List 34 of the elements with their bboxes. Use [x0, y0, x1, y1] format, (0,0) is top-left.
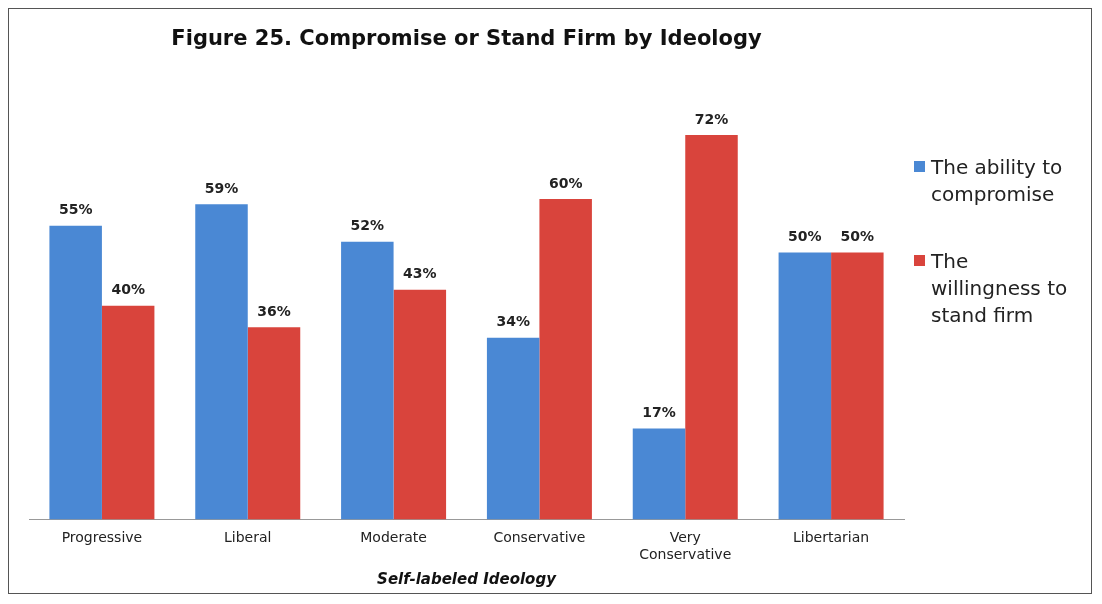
bar: [341, 241, 394, 520]
bar: [247, 327, 301, 520]
data-label: 60%: [548, 174, 583, 191]
data-label: 34%: [496, 313, 530, 330]
x-tick-label: Very Conservative: [639, 529, 732, 563]
x-tick-label: Libertarian: [793, 529, 870, 546]
bar: [393, 289, 447, 520]
x-tick-label: Moderate: [360, 529, 427, 546]
x-tick-label: Liberal: [224, 529, 272, 546]
chart-title: Figure 25. Compromise or Stand Firm by Ideology: [171, 26, 762, 51]
data-label: 50%: [840, 228, 875, 245]
legend-label: The ability to compromise: [931, 153, 1064, 208]
data-label: 43%: [403, 265, 437, 282]
bar: [685, 134, 738, 520]
bar: [778, 252, 832, 520]
x-tick-label: Progressive: [61, 529, 143, 546]
data-label: 36%: [257, 302, 291, 319]
data-label: 40%: [111, 281, 145, 298]
x-tick-label: Conservative: [493, 529, 586, 546]
data-label: 59%: [204, 179, 239, 196]
data-label: 72%: [694, 110, 729, 127]
data-label: 50%: [788, 228, 822, 245]
data-label: 55%: [58, 201, 93, 218]
bar: [486, 337, 540, 520]
data-label: 17%: [642, 404, 676, 421]
bar: [632, 428, 686, 520]
data-label: 52%: [350, 217, 385, 234]
bar: [101, 305, 155, 520]
bar: [49, 225, 102, 520]
bar: [831, 252, 884, 520]
bar: [539, 199, 592, 520]
legend-label: The willingness to stand firm: [931, 247, 1069, 329]
x-axis-title: Self-labeled Ideology: [377, 569, 558, 588]
bar: [195, 204, 248, 520]
